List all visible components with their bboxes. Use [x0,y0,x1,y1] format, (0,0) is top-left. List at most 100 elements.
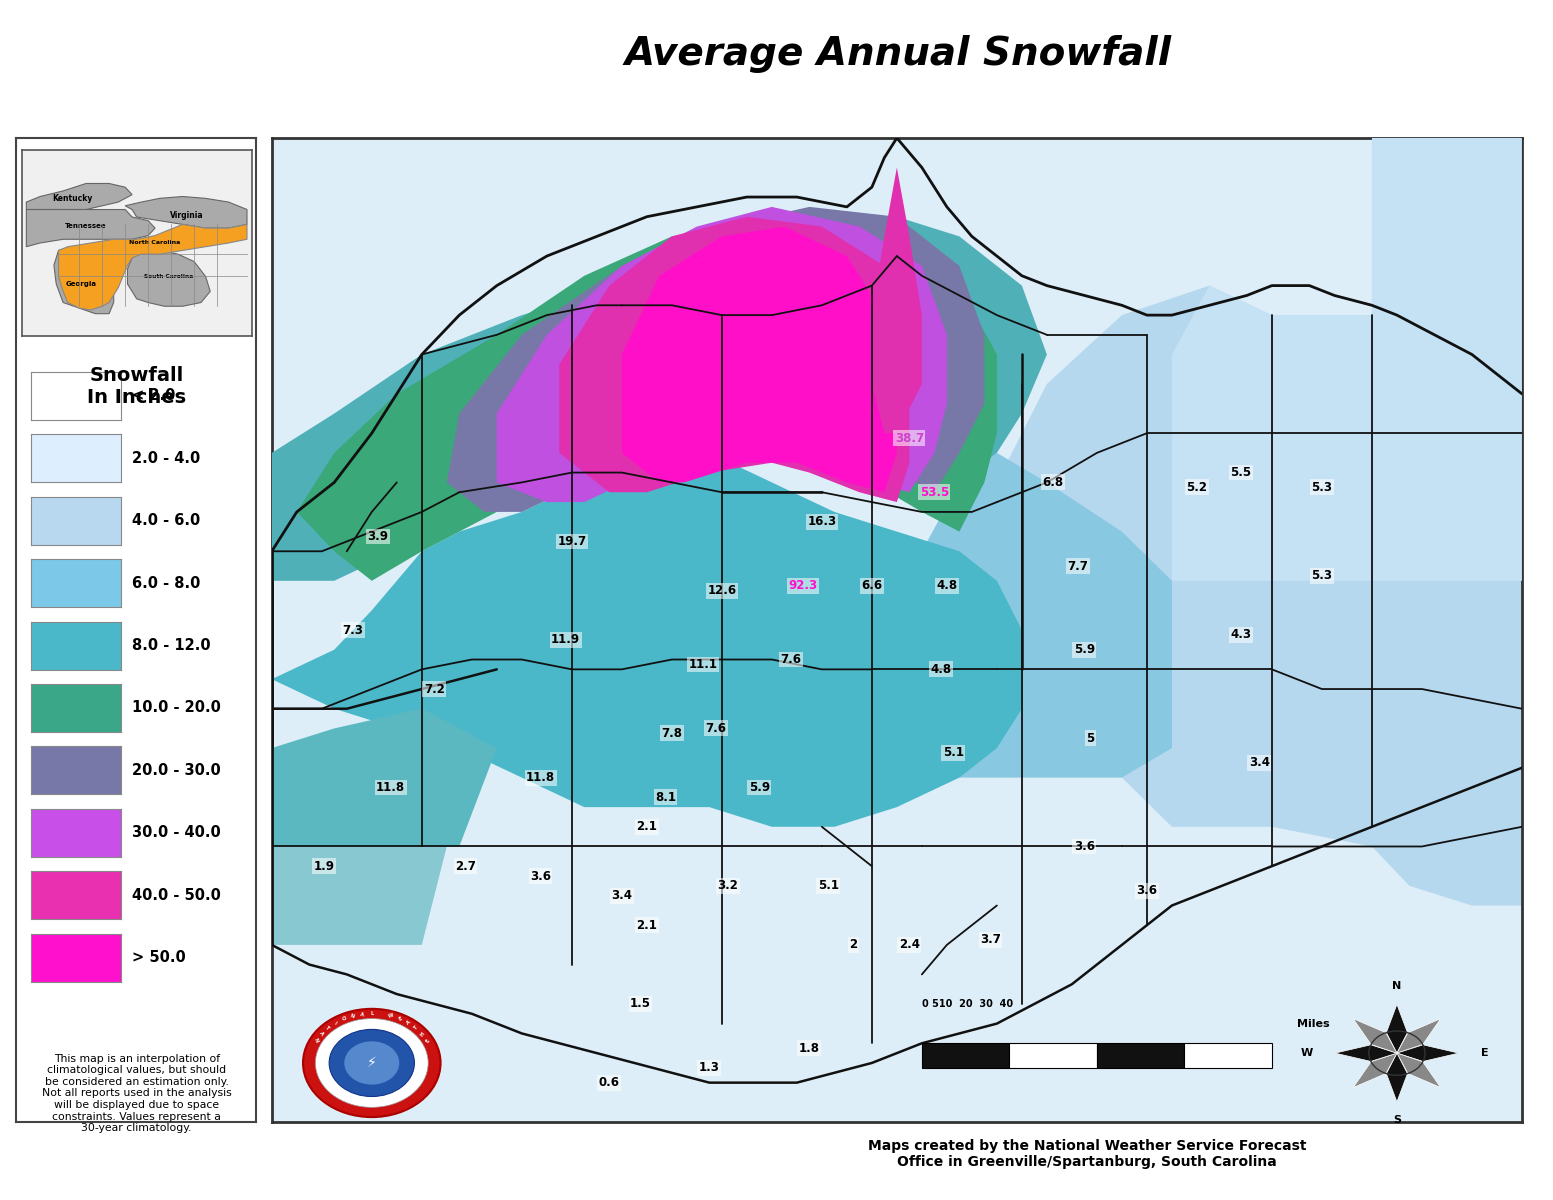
Circle shape [303,1009,441,1117]
Text: L: L [370,1012,373,1016]
Text: 11.9: 11.9 [551,634,581,647]
Text: 2.0 - 4.0: 2.0 - 4.0 [132,451,200,466]
Text: N: N [312,1038,320,1044]
Text: 6.0 - 8.0: 6.0 - 8.0 [132,576,200,590]
Text: Miles: Miles [1297,1019,1329,1028]
Text: 3.4: 3.4 [612,889,632,902]
Text: Virginia: Virginia [171,211,203,220]
Text: Average Annual Snowfall: Average Annual Snowfall [624,35,1171,73]
Polygon shape [871,168,922,433]
Text: Georgia: Georgia [65,281,96,287]
Polygon shape [871,452,1173,778]
Polygon shape [59,224,247,310]
Text: 10.0 - 20.0: 10.0 - 20.0 [132,701,221,715]
Text: South Carolina: South Carolina [144,274,194,278]
Text: E: E [424,1038,430,1043]
Text: 4.8: 4.8 [930,662,950,676]
Text: 5.3: 5.3 [1311,481,1332,494]
Text: A: A [318,1031,325,1037]
Text: 2: 2 [849,938,857,952]
Text: I: I [332,1020,337,1026]
Polygon shape [1353,1019,1396,1054]
Text: 7.7: 7.7 [1068,559,1089,572]
Polygon shape [1336,1045,1396,1062]
Text: 5.1: 5.1 [943,746,963,760]
Text: 11.8: 11.8 [526,772,554,784]
Text: 3.2: 3.2 [717,880,739,893]
Text: 2.1: 2.1 [637,919,657,931]
Bar [922,1043,1009,1068]
Polygon shape [1396,1054,1441,1087]
Polygon shape [272,846,447,944]
Text: O: O [340,1016,346,1022]
Text: 5.1: 5.1 [817,880,839,893]
Text: 6.8: 6.8 [1042,476,1064,488]
Text: 8.1: 8.1 [655,791,676,804]
Text: T: T [413,1025,419,1031]
Text: 0 510  20  30  40: 0 510 20 30 40 [922,998,1013,1009]
Polygon shape [26,210,155,247]
Text: E: E [1482,1048,1489,1058]
Polygon shape [1396,1019,1441,1054]
Text: This map is an interpolation of
climatological values, but should
be considered : This map is an interpolation of climatol… [42,1054,231,1133]
Polygon shape [1173,138,1522,581]
Circle shape [345,1042,399,1085]
Text: 0.6: 0.6 [599,1076,620,1090]
Text: 40.0 - 50.0: 40.0 - 50.0 [132,888,221,902]
Polygon shape [1387,1054,1407,1102]
Polygon shape [621,227,898,492]
Text: 38.7: 38.7 [895,432,924,445]
Text: ⚡: ⚡ [367,1056,377,1070]
Text: 1.5: 1.5 [631,997,651,1010]
Text: 7.2: 7.2 [424,683,444,696]
Text: 92.3: 92.3 [789,580,818,593]
Text: 7.6: 7.6 [705,722,727,734]
Polygon shape [272,217,1047,581]
Text: 3.6: 3.6 [1137,884,1157,898]
Text: W: W [1300,1048,1312,1058]
Polygon shape [985,138,1522,906]
Text: 5.2: 5.2 [1186,481,1207,494]
Text: Maps created by the National Weather Service Forecast
Office in Greenville/Spart: Maps created by the National Weather Ser… [868,1139,1306,1169]
Text: 2.1: 2.1 [637,821,657,833]
Text: 11.1: 11.1 [688,658,717,671]
Circle shape [329,1030,415,1097]
Text: A: A [360,1012,365,1018]
Polygon shape [26,184,132,210]
Text: N: N [1393,982,1401,991]
Text: 5.5: 5.5 [1230,466,1252,479]
Text: Snowfall
In Inches: Snowfall In Inches [87,366,186,407]
Polygon shape [127,251,210,306]
Text: 1.8: 1.8 [798,1042,820,1055]
Text: S: S [1393,1115,1401,1126]
Text: 11.8: 11.8 [376,781,405,794]
Text: 19.7: 19.7 [558,535,587,548]
Circle shape [315,1019,429,1108]
Text: W: W [388,1013,394,1019]
Bar [1009,1043,1096,1068]
Polygon shape [126,197,247,228]
Text: North Carolina: North Carolina [129,240,180,246]
Text: 30.0 - 40.0: 30.0 - 40.0 [132,826,221,840]
Text: 6.6: 6.6 [862,580,882,593]
Text: E: E [398,1016,402,1022]
Text: 5.9: 5.9 [749,781,770,794]
Text: A: A [405,1020,412,1026]
Text: 7.6: 7.6 [780,653,801,666]
Polygon shape [1387,1004,1407,1054]
Text: 53.5: 53.5 [919,486,949,499]
Text: 4.0 - 6.0: 4.0 - 6.0 [132,514,200,528]
Text: 7.8: 7.8 [662,727,682,740]
Text: 8.0 - 12.0: 8.0 - 12.0 [132,638,211,653]
Text: 3.9: 3.9 [368,530,388,544]
Text: 5: 5 [1087,732,1095,745]
Text: 4.8: 4.8 [936,580,958,593]
Polygon shape [272,452,1022,827]
Text: 7.3: 7.3 [343,624,363,636]
Text: Tennessee: Tennessee [65,223,107,229]
Bar [1185,1043,1272,1068]
Polygon shape [447,206,985,512]
Text: > 50.0: > 50.0 [132,950,186,965]
Polygon shape [1353,1054,1396,1087]
Text: N: N [349,1013,356,1019]
